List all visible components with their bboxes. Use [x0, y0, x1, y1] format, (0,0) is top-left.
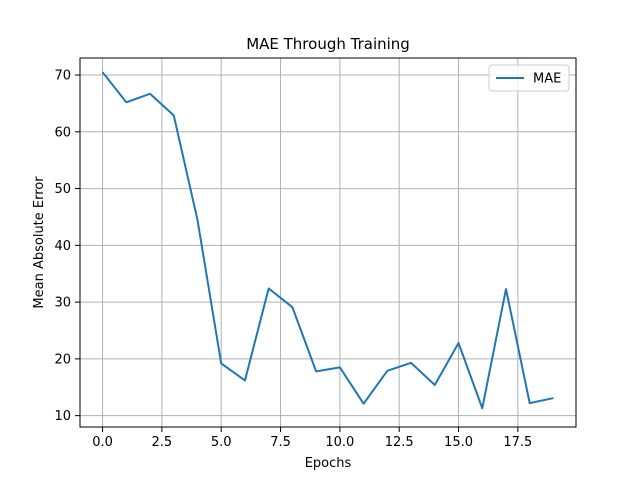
plot-area-frame [79, 57, 577, 428]
legend-box [488, 64, 570, 92]
x-tick-label: 17.5 [503, 435, 532, 450]
x-tick-label: 7.5 [270, 435, 291, 450]
y-tick-label: 70 [54, 69, 71, 84]
y-tick-label: 30 [54, 296, 71, 311]
y-tick-label: 40 [54, 239, 71, 254]
grid [80, 58, 576, 427]
legend-label-mae: MAE [533, 72, 561, 87]
x-tick-label: 15.0 [444, 435, 473, 450]
y-tick-label: 50 [54, 182, 71, 197]
plot-lines [101, 71, 554, 410]
axis-ticks: 0.0 2.5 5.0 7.5 10.0 12.5 15.0 17.5 10 20 30 40 50 60… [54, 69, 532, 450]
y-axis-label: Mean Absolute Error [32, 176, 47, 309]
x-tick-label: 10.0 [325, 435, 354, 450]
x-axis-label: Epochs [305, 456, 352, 471]
x-tick-label: 12.5 [385, 435, 414, 450]
x-tick-label: 5.0 [211, 435, 232, 450]
y-tick-label: 20 [54, 352, 71, 367]
y-tick-label: 10 [54, 409, 71, 424]
chart-title: MAE Through Training [246, 35, 410, 53]
y-tick-label: 60 [54, 125, 71, 140]
series-line-mae [101, 71, 554, 410]
legend: MAE [488, 64, 570, 92]
x-tick-label: 2.5 [152, 435, 173, 450]
x-tick-label: 0.0 [92, 435, 113, 450]
